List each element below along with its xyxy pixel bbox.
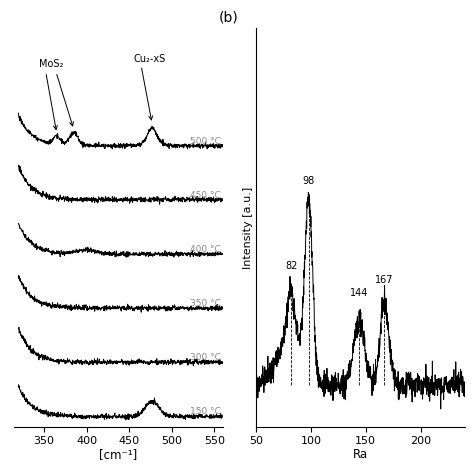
Text: 98: 98 — [302, 176, 315, 186]
Text: 300 °C: 300 °C — [190, 353, 221, 362]
X-axis label: [cm⁻¹]: [cm⁻¹] — [100, 448, 137, 461]
Text: 144: 144 — [350, 288, 368, 298]
Text: 82: 82 — [285, 261, 297, 271]
X-axis label: Ra: Ra — [353, 448, 368, 461]
Text: MoS₂: MoS₂ — [39, 59, 63, 69]
Text: 450 °C: 450 °C — [191, 191, 221, 200]
Text: 500 °C: 500 °C — [190, 137, 221, 146]
Text: 167: 167 — [375, 275, 393, 285]
Text: (b): (b) — [219, 10, 238, 25]
Text: 150 °C: 150 °C — [190, 408, 221, 417]
Text: 400 °C: 400 °C — [191, 245, 221, 254]
Text: 350 °C: 350 °C — [190, 299, 221, 308]
Y-axis label: Intensity [a.u.]: Intensity [a.u.] — [243, 186, 253, 269]
Text: Cu₂-xS: Cu₂-xS — [133, 54, 165, 64]
